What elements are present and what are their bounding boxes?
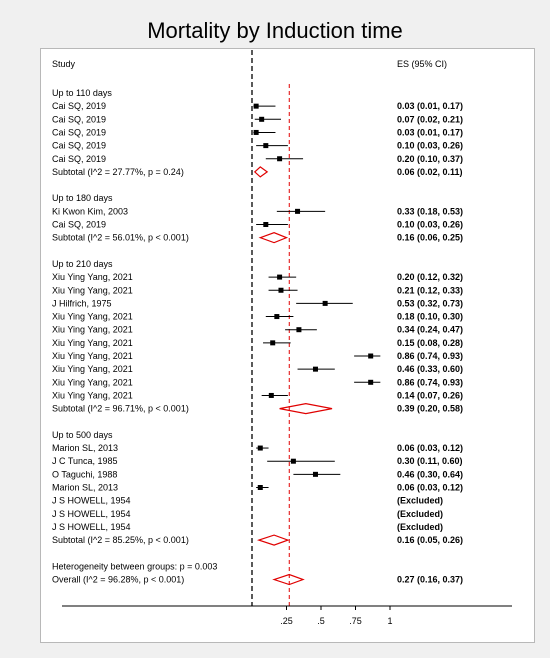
study-label: Xiu Ying Yang, 2021 — [52, 338, 133, 348]
subtotal-es-text: 0.16 (0.06, 0.25) — [397, 233, 463, 243]
effect-marker — [253, 103, 259, 109]
x-tick-label: .5 — [317, 616, 325, 626]
study-es-text: 0.15 (0.08, 0.28) — [397, 338, 463, 348]
subtotal-label: Subtotal (I^2 = 56.01%, p < 0.001) — [52, 233, 189, 243]
effect-marker — [312, 471, 318, 477]
column-header-study: Study — [52, 59, 76, 69]
study-es-text: 0.53 (0.32, 0.73) — [397, 298, 463, 308]
study-es-text: 0.34 (0.24, 0.47) — [397, 325, 463, 335]
effect-marker — [296, 327, 302, 333]
study-es-text: 0.86 (0.74, 0.93) — [397, 351, 463, 361]
study-label: J S HOWELL, 1954 — [52, 509, 131, 519]
study-es-text: 0.10 (0.03, 0.26) — [397, 141, 463, 151]
study-label: Cai SQ, 2019 — [52, 141, 106, 151]
study-label: Cai SQ, 2019 — [52, 154, 106, 164]
study-es-text: 0.03 (0.01, 0.17) — [397, 101, 463, 111]
effect-marker — [368, 353, 374, 359]
study-es-text: 0.20 (0.10, 0.37) — [397, 154, 463, 164]
study-es-text: (Excluded) — [397, 509, 443, 519]
study-label: Xiu Ying Yang, 2021 — [52, 377, 133, 387]
study-label: J C Tunca, 1985 — [52, 456, 118, 466]
subtotal-diamond — [256, 534, 290, 546]
effect-marker — [263, 222, 269, 227]
group-header: Up to 500 days — [52, 430, 113, 440]
study-label: Ki Kwon Kim, 2003 — [52, 206, 128, 216]
study-label: J S HOWELL, 1954 — [52, 496, 131, 506]
x-tick-label: .75 — [349, 616, 362, 626]
subtotal-diamond — [279, 402, 333, 415]
subtotal-es-text: 0.39 (0.20, 0.58) — [397, 404, 463, 414]
study-label: Xiu Ying Yang, 2021 — [52, 390, 133, 400]
subtotal-es-text: 0.16 (0.05, 0.26) — [397, 535, 463, 545]
effect-marker — [259, 116, 265, 122]
effect-marker — [253, 129, 259, 135]
study-es-text: 0.30 (0.11, 0.60) — [397, 456, 463, 466]
group-header: Heterogeneity between groups: p = 0.003 — [52, 561, 217, 571]
study-label: Xiu Ying Yang, 2021 — [52, 285, 133, 295]
study-es-text: 0.06 (0.03, 0.12) — [397, 443, 463, 453]
study-label: Cai SQ, 2019 — [52, 101, 106, 111]
study-label: Marion SL, 2013 — [52, 443, 118, 453]
study-label: J Hilfrich, 1975 — [52, 298, 112, 308]
subtotal-label: Subtotal (I^2 = 27.77%, p = 0.24) — [52, 167, 184, 177]
effect-marker — [277, 274, 283, 280]
subtotal-diamond — [272, 573, 305, 586]
x-tick-label: .25 — [280, 616, 293, 626]
study-label: Cai SQ, 2019 — [52, 220, 106, 230]
effect-marker — [257, 445, 263, 451]
column-header-es: ES (95% CI) — [397, 59, 447, 69]
effect-marker — [295, 208, 301, 214]
subtotal-diamond — [253, 166, 269, 178]
study-es-text: 0.46 (0.30, 0.64) — [397, 469, 463, 479]
group-header: Up to 180 days — [52, 193, 113, 203]
study-label: Xiu Ying Yang, 2021 — [52, 351, 133, 361]
study-label: Xiu Ying Yang, 2021 — [52, 312, 133, 322]
plot-panel — [40, 48, 535, 643]
study-es-text: (Excluded) — [397, 496, 443, 506]
study-es-text: 0.06 (0.03, 0.12) — [397, 483, 463, 493]
study-label: Cai SQ, 2019 — [52, 114, 106, 124]
study-es-text: (Excluded) — [397, 522, 443, 532]
effect-marker — [257, 485, 263, 490]
study-es-text: 0.21 (0.12, 0.33) — [397, 285, 463, 295]
effect-marker — [263, 143, 269, 149]
effect-marker — [270, 340, 276, 346]
group-header: Up to 210 days — [52, 259, 113, 269]
subtotal-es-text: 0.27 (0.16, 0.37) — [397, 575, 463, 585]
study-es-text: 0.46 (0.33, 0.60) — [397, 364, 463, 374]
subtotal-es-text: 0.06 (0.02, 0.11) — [397, 167, 463, 177]
subtotal-label: Subtotal (I^2 = 96.71%, p < 0.001) — [52, 404, 189, 414]
subtotal-diamond — [258, 232, 289, 244]
study-es-text: 0.33 (0.18, 0.53) — [397, 206, 463, 216]
study-label: Xiu Ying Yang, 2021 — [52, 364, 133, 374]
effect-marker — [312, 366, 318, 372]
effect-marker — [274, 314, 280, 320]
effect-marker — [278, 287, 284, 293]
effect-marker — [322, 300, 328, 306]
study-label: O Taguchi, 1988 — [52, 469, 117, 479]
subtotal-label: Overall (I^2 = 96.28%, p < 0.001) — [52, 575, 184, 585]
study-es-text: 0.86 (0.74, 0.93) — [397, 377, 463, 387]
study-es-text: 0.10 (0.03, 0.26) — [397, 220, 463, 230]
effect-marker — [268, 392, 274, 398]
study-label: J S HOWELL, 1954 — [52, 522, 131, 532]
study-label: Marion SL, 2013 — [52, 483, 118, 493]
study-label: Xiu Ying Yang, 2021 — [52, 325, 133, 335]
study-es-text: 0.20 (0.12, 0.32) — [397, 272, 463, 282]
study-label: Cai SQ, 2019 — [52, 127, 106, 137]
study-es-text: 0.18 (0.10, 0.30) — [397, 312, 463, 322]
effect-marker — [277, 156, 283, 162]
subtotal-label: Subtotal (I^2 = 85.25%, p < 0.001) — [52, 535, 189, 545]
study-label: Xiu Ying Yang, 2021 — [52, 272, 133, 282]
group-header: Up to 110 days — [52, 88, 112, 98]
study-es-text: 0.07 (0.02, 0.21) — [397, 114, 463, 124]
chart-title: Mortality by Induction time — [147, 18, 403, 43]
study-es-text: 0.14 (0.07, 0.26) — [397, 390, 463, 400]
effect-marker — [290, 458, 296, 464]
study-es-text: 0.03 (0.01, 0.17) — [397, 127, 463, 137]
effect-marker — [368, 379, 374, 385]
x-tick-label: 1 — [387, 616, 392, 626]
